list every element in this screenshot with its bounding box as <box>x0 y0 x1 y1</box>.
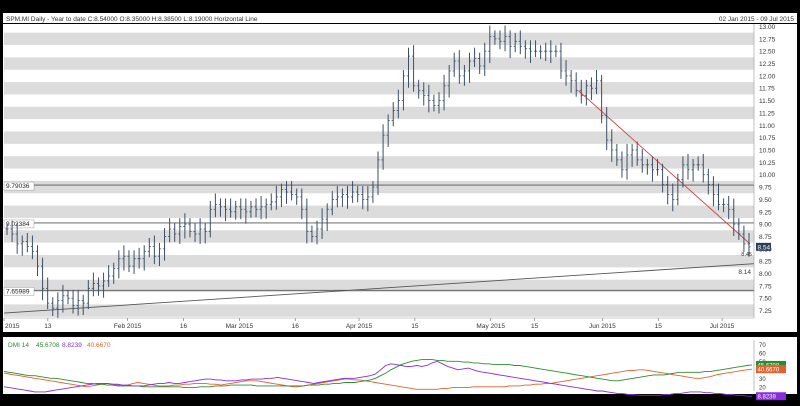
x-tick-label: Mar 2015 <box>226 323 254 330</box>
dmi-plus-di-line <box>3 360 753 397</box>
dmi-tick-label: 20 <box>759 385 766 391</box>
price-band <box>4 82 754 95</box>
price-markers: 8.54 8.45 8.14 <box>738 242 771 276</box>
x-tick-label: Jun 2015 <box>589 323 616 330</box>
dmi-legend: DMI 14 45.6708 8.8239 40.6670 <box>8 342 111 349</box>
horizontal-line-label: 9.79036 <box>6 183 30 190</box>
horizontal-line-label: 9.02384 <box>6 221 30 228</box>
dmi-minus-di-tag <box>756 365 786 374</box>
y-tick-label: 8.00 <box>759 271 772 278</box>
dmi-plus-di-tag <box>756 392 786 401</box>
x-tick-label: 16 <box>180 323 188 330</box>
price-band <box>4 32 754 45</box>
y-tick-label: 10.50 <box>759 148 776 155</box>
dmi-tick-label: 60 <box>759 351 766 357</box>
horizontal-line-tag <box>3 181 35 191</box>
y-tick-label: 11.25 <box>759 110 775 117</box>
dmi-adx-value: 45.6708 <box>36 342 60 349</box>
y-tick-label: 10.00 <box>759 172 776 179</box>
price-band <box>4 180 754 194</box>
dmi-minus-di-value: 40.6670 <box>87 342 111 349</box>
horizontal-lines: 9.79036 9.02384 7.65989 <box>3 181 754 296</box>
last-price-tag <box>756 242 771 251</box>
y-axis: 7.257.507.758.008.258.508.759.009.259.50… <box>753 24 776 318</box>
dmi-plus-di-tag-label: 8.8239 <box>758 395 777 401</box>
y-tick-label: 8.75 <box>759 234 772 241</box>
y-tick-label: 7.75 <box>759 283 772 290</box>
dmi-label: DMI 14 <box>8 342 29 349</box>
y-tick-label: 7.50 <box>759 296 772 303</box>
x-tick-label: 2015 <box>5 323 20 330</box>
y-tick-label: 11.00 <box>759 123 775 130</box>
x-tick-label: May 2015 <box>476 323 505 330</box>
header-date-range: 02 Jan 2015 - 09 Jul 2015 <box>719 16 795 23</box>
x-tick-label: Apr 2015 <box>346 323 373 330</box>
y-tick-label: 9.00 <box>759 222 772 229</box>
horizontal-line-tag <box>3 219 35 229</box>
price-band <box>4 230 754 243</box>
price-band <box>4 131 754 144</box>
y-tick-label: 9.75 <box>759 185 772 192</box>
y-tick-label: 12.00 <box>759 73 776 80</box>
x-tick-label: 15 <box>411 323 419 330</box>
x-tick-label: Jul 2015 <box>710 323 735 330</box>
price-band <box>4 57 754 70</box>
x-tick-label: Feb 2015 <box>114 323 142 330</box>
dmi-tick-label: 70 <box>759 343 766 349</box>
horizontal-line-tag <box>3 287 35 296</box>
last-marker-label: 8.45 <box>741 252 752 258</box>
x-tick-label: 15 <box>655 323 663 330</box>
last-price-label: 8.54 <box>758 244 771 251</box>
y-tick-label: 12.25 <box>759 61 776 68</box>
price-bars <box>5 25 751 318</box>
y-tick-label: 11.50 <box>759 98 775 105</box>
y-tick-label: 12.50 <box>759 49 776 56</box>
trendline-value-label: 8.14 <box>738 269 751 276</box>
dmi-plus-di-value: 8.8239 <box>62 342 82 349</box>
dmi-tick-label: 30 <box>759 377 766 383</box>
trend-line <box>3 263 755 314</box>
x-tick-label: 13 <box>44 323 52 330</box>
price-band <box>4 255 754 268</box>
dmi-adx-tag <box>756 360 786 369</box>
x-tick-label: 15 <box>531 323 539 330</box>
y-tick-label: 9.25 <box>759 209 772 216</box>
y-tick-label: 10.75 <box>759 135 776 142</box>
dmi-adx-line <box>3 359 753 389</box>
y-tick-label: 7.25 <box>759 308 772 315</box>
y-tick-label: 11.75 <box>759 86 775 93</box>
y-tick-label: 13.00 <box>759 24 776 31</box>
y-tick-label: 10.25 <box>759 160 776 167</box>
y-tick-label: 9.50 <box>759 197 772 204</box>
y-tick-label: 8.25 <box>759 259 772 266</box>
header-info: SPM.MI Daily - Year to date C:8.54000 O:… <box>6 16 258 23</box>
x-tick-label: 16 <box>292 323 300 330</box>
price-band <box>4 156 754 169</box>
price-band <box>4 106 754 120</box>
header-bar <box>3 13 797 23</box>
y-tick-label: 12.75 <box>759 36 776 43</box>
price-band <box>4 205 754 218</box>
price-band <box>4 279 754 293</box>
dmi-minus-di-tag-label: 40.6670 <box>758 368 780 374</box>
x-axis: 2015 13 Feb 2015 16 Mar 2015 16 Apr 2015 15 May … <box>3 317 754 330</box>
horizontal-line-label: 7.65989 <box>6 288 30 295</box>
price-band <box>4 304 754 317</box>
